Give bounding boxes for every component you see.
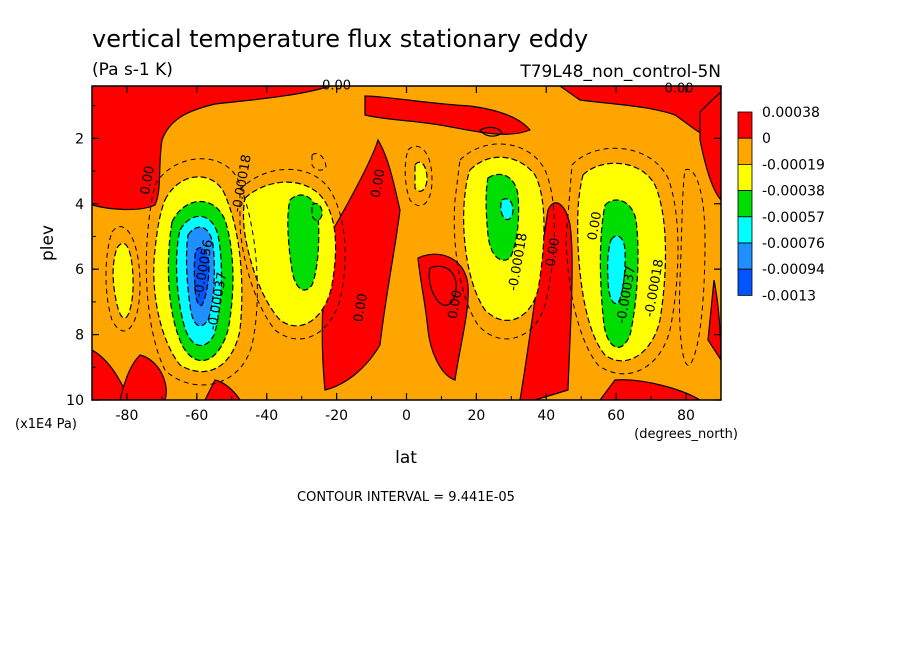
x-tick-label: 40 [537,408,555,424]
colorbar-swatch [737,242,753,270]
x-tick-label: 20 [467,408,485,424]
colorbar-swatch [737,111,753,139]
contour-label: 0.00 [665,82,694,97]
colorbar-label: -0.0013 [762,288,816,304]
colorbar-swatch [737,268,753,296]
y-tick-label: 6 [75,262,84,278]
colorbar-label: 0.00038 [762,105,820,121]
contour-label: 0.00 [543,237,563,268]
y-tick-label: 4 [75,197,84,213]
x-tick-label: 0 [402,408,411,424]
x-tick-label: -60 [185,408,208,424]
colorbar-label: -0.00076 [762,236,825,252]
x-axis-label: lat [395,448,417,468]
x-tick-label: -40 [255,408,278,424]
plot-area [92,86,721,400]
colorbar-label: -0.00038 [762,184,825,200]
colorbar-swatch [737,163,753,191]
contour-label: 0.00 [322,78,351,93]
colorbar-label: 0 [762,131,771,147]
contour-label: 0.00 [138,165,158,196]
contour-label: 0.00 [369,168,389,199]
x-axis: -80 -60 -40 -20 0 20 40 60 80 [91,86,722,424]
y-axis-unit: (x1E4 Pa) [15,417,77,432]
x-tick-label: 80 [677,408,695,424]
positive-regions [92,86,721,400]
chart-subtitle: (Pa s-1 K) [92,60,173,80]
y-tick-label: 2 [75,131,84,147]
blue-regions [185,226,215,327]
colorbar-label: -0.00057 [762,210,825,226]
colorbar-label: -0.00019 [762,157,825,173]
contour-interval: CONTOUR INTERVAL = 9.441E-05 [297,490,515,505]
colorbar-swatch [737,216,753,244]
x-tick-label: -80 [116,408,139,424]
x-tick-label: -20 [325,408,348,424]
y-tick-label: 10 [66,393,84,409]
x-tick-label: 60 [607,408,625,424]
colorbar-label: -0.00094 [762,262,825,278]
contour-label: 0.00 [446,289,466,320]
y-axis: 2 4 6 8 10 [66,105,721,409]
x-axis-unit: (degrees_north) [634,427,738,442]
y-axis-label: plev [38,225,58,261]
colorbar-swatch [737,190,753,218]
chart-title: vertical temperature flux stationary edd… [92,25,588,53]
dashed-contours [105,143,706,386]
colorbar: 0.00038 0 -0.00019 -0.00038 -0.00057 -0.00076… [737,105,825,304]
run-label: T79L48_non_control-5N [519,62,721,82]
colorbar-swatch [737,137,753,165]
contour-label: 0.00 [351,292,371,323]
y-tick-label: 8 [75,328,84,344]
contour-label: 0.00 [585,210,605,241]
solid-contours [428,126,503,306]
